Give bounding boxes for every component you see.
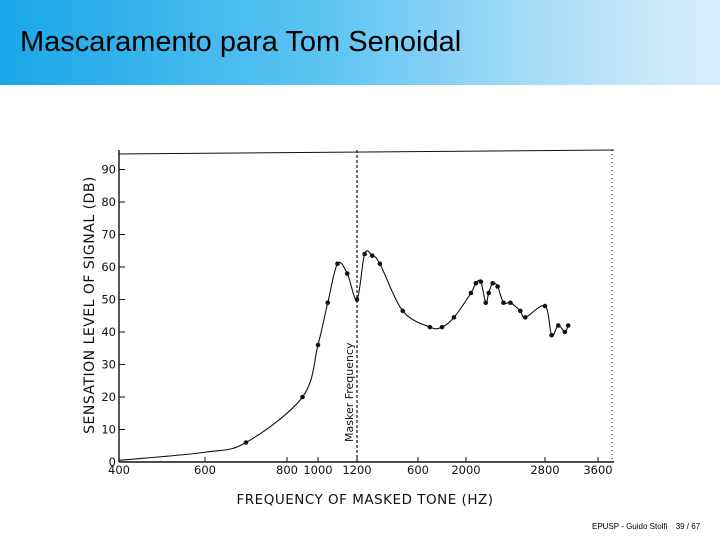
data-point: [486, 290, 492, 296]
footer-author: EPUSP - Guido Stolfi: [592, 522, 668, 531]
y-tick-label: 90: [101, 163, 116, 177]
plot-frame: [118, 149, 615, 463]
x-tick-labels: 400 600 800 1000 1200 600 2000 2800 3600: [108, 463, 613, 477]
y-tick-label: 20: [101, 390, 116, 404]
data-point: [427, 324, 433, 330]
y-tick-label: 80: [101, 195, 116, 209]
slide-title: Mascaramento para Tom Senoidal: [20, 26, 462, 58]
x-tick-label: 600: [407, 463, 429, 477]
x-tick-label: 1000: [303, 463, 332, 477]
data-point: [377, 261, 383, 267]
x-axis-label: FREQUENCY OF MASKED TONE (HZ): [237, 492, 494, 508]
data-point: [495, 284, 500, 289]
data-point: [549, 332, 554, 338]
x-tick-label: 3600: [583, 463, 612, 477]
footer-page-number: 39 / 67: [675, 522, 701, 531]
data-point: [300, 394, 305, 400]
y-axis-label: SENSATION LEVEL OF SIGNAL (DB): [82, 176, 98, 434]
y-tick-label: 70: [101, 228, 116, 242]
data-points: [243, 251, 571, 445]
data-point: [522, 315, 528, 320]
title-bar: [0, 0, 720, 85]
data-point: [508, 300, 513, 306]
axis-ticks: [118, 169, 599, 463]
footer: EPUSP - Guido Stolfi 39 / 67: [592, 522, 706, 531]
data-point: [439, 324, 445, 330]
data-point: [565, 323, 571, 328]
data-point: [562, 329, 568, 335]
x-tick-label: 2800: [530, 463, 559, 477]
data-point: [483, 300, 489, 306]
data-point: [315, 342, 321, 348]
data-point: [501, 300, 506, 306]
data-point: [325, 300, 331, 306]
data-point: [555, 323, 561, 328]
data-point: [451, 315, 457, 320]
x-tick-label: 600: [194, 463, 216, 477]
data-point: [335, 261, 340, 267]
y-tick-label: 60: [101, 260, 116, 274]
x-tick-label: 1200: [342, 463, 371, 477]
y-tick-label: 0: [109, 455, 116, 469]
y-tick-label: 10: [101, 423, 116, 437]
data-point: [473, 280, 479, 286]
data-point: [468, 290, 474, 296]
x-tick-label: 800: [276, 463, 298, 477]
data-point: [490, 280, 495, 286]
data-point: [369, 253, 375, 258]
data-point: [518, 308, 523, 314]
data-point: [354, 297, 360, 302]
y-tick-label: 50: [101, 293, 116, 307]
data-point: [344, 271, 350, 276]
data-point: [478, 279, 484, 284]
data-point: [243, 440, 249, 445]
x-tick-label: 2000: [451, 463, 480, 477]
y-tick-labels: 0 10 20 30 40 50 60 70 80 90: [101, 163, 116, 470]
y-tick-label: 40: [101, 325, 116, 339]
x-tick-label: 400: [108, 463, 130, 477]
data-point: [362, 251, 367, 257]
masker-frequency-label: Masker Frequency: [343, 342, 356, 442]
y-tick-label: 30: [101, 358, 116, 372]
data-point: [542, 303, 548, 309]
data-point: [400, 308, 406, 314]
